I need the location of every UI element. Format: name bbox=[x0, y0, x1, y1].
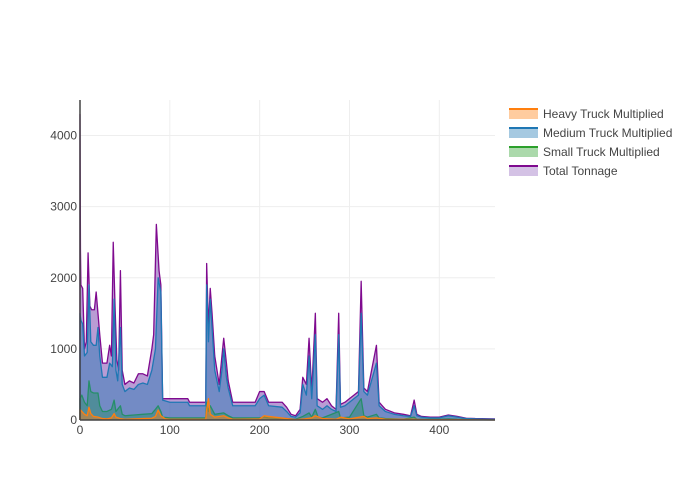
legend-item[interactable]: Small Truck Multiplied bbox=[509, 145, 660, 159]
legend-label: Heavy Truck Multiplied bbox=[543, 107, 664, 121]
gridlines bbox=[80, 100, 495, 420]
axes: 0 100 200 300 400 0 1000 2000 3000 4000 bbox=[50, 100, 495, 437]
legend-swatch bbox=[509, 109, 538, 119]
line-total-tonnage bbox=[79, 113, 496, 420]
y-tick-label: 3000 bbox=[50, 200, 77, 214]
area-small-truck-multiplied bbox=[80, 380, 495, 420]
legend-item[interactable]: Heavy Truck Multiplied bbox=[509, 107, 664, 121]
line-medium-truck-multiplied bbox=[79, 277, 496, 420]
y-tick-label: 0 bbox=[70, 413, 77, 427]
y-tick-label: 2000 bbox=[50, 271, 77, 285]
x-axis: 0 100 200 300 400 bbox=[77, 423, 450, 437]
legend-swatch bbox=[509, 128, 538, 138]
y-axis: 0 1000 2000 3000 4000 bbox=[50, 129, 77, 427]
legend-swatch bbox=[509, 147, 538, 157]
x-tick-label: 400 bbox=[429, 423, 449, 437]
y-tick-label: 1000 bbox=[50, 342, 77, 356]
legend-label: Small Truck Multiplied bbox=[543, 145, 660, 159]
y-tick-label: 4000 bbox=[50, 129, 77, 143]
area-medium-truck-multiplied bbox=[80, 277, 495, 420]
plot-area bbox=[79, 113, 496, 421]
legend: Heavy Truck Multiplied Medium Truck Multi… bbox=[509, 107, 672, 178]
line-heavy-truck-multiplied bbox=[79, 398, 496, 421]
legend-item[interactable]: Medium Truck Multiplied bbox=[509, 126, 672, 140]
legend-label: Medium Truck Multiplied bbox=[543, 126, 672, 140]
x-tick-label: 0 bbox=[77, 423, 84, 437]
legend-item[interactable]: Total Tonnage bbox=[509, 164, 618, 178]
legend-swatch bbox=[509, 166, 538, 176]
legend-label: Total Tonnage bbox=[543, 164, 618, 178]
x-tick-label: 200 bbox=[250, 423, 270, 437]
x-tick-label: 100 bbox=[160, 423, 180, 437]
line-small-truck-multiplied bbox=[79, 380, 496, 421]
x-tick-label: 300 bbox=[339, 423, 359, 437]
area-total-tonnage bbox=[80, 114, 495, 420]
